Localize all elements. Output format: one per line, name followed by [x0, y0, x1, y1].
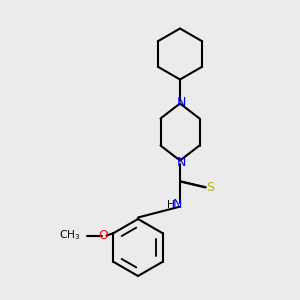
- Text: N: N: [172, 197, 182, 211]
- Text: H: H: [167, 200, 175, 211]
- Text: S: S: [206, 181, 214, 194]
- Text: N: N: [177, 155, 186, 169]
- Text: CH$_3$: CH$_3$: [59, 229, 81, 242]
- Text: N: N: [177, 95, 186, 109]
- Text: O: O: [99, 229, 108, 242]
